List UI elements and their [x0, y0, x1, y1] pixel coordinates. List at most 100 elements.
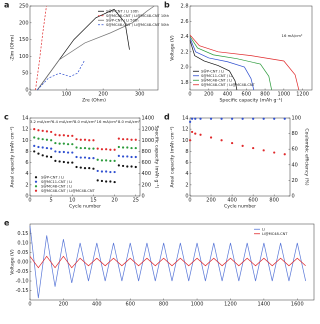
x-tick-label: 800 — [269, 198, 279, 204]
data-point — [37, 152, 40, 155]
data-point — [109, 159, 112, 162]
y-tick-label: 8 — [185, 149, 188, 155]
data-point — [37, 137, 40, 140]
x-tick-label: 300 — [135, 92, 145, 98]
data-point — [88, 139, 91, 142]
x-tick-label: 600 — [242, 92, 252, 98]
x-tick-label: 0 — [28, 92, 31, 98]
data-point — [41, 138, 44, 141]
data-point — [194, 132, 197, 135]
data-point — [117, 154, 120, 157]
y-tick-label: -0.10 — [16, 279, 29, 285]
legend-label: S@P-CNT / Li 50th — [106, 18, 139, 22]
panel-letter: e — [4, 219, 10, 228]
data-point — [121, 164, 125, 168]
data-point — [189, 120, 192, 123]
y-tick-label: 6 — [25, 160, 28, 166]
data-point — [33, 128, 36, 131]
data-line — [189, 40, 238, 91]
y-tick-label: 12 — [182, 127, 188, 133]
data-point — [273, 117, 276, 120]
x-tick-label: 200 — [59, 302, 69, 308]
y-tick-label: 6 — [185, 160, 188, 166]
data-point — [262, 117, 265, 120]
data-point — [79, 166, 82, 169]
y-tick-label: 14 — [22, 116, 28, 122]
x-axis-label: Cycle number — [69, 204, 101, 210]
y-tick-label: 0.05 — [17, 250, 28, 256]
y-tick-label: 2.8 — [181, 4, 189, 10]
panel-letter: a — [4, 1, 9, 10]
plot-frame — [189, 5, 313, 91]
y-tick-label: 2.6 — [181, 19, 189, 25]
y-axis-label: Voltage (V) — [10, 249, 16, 275]
data-point — [283, 153, 286, 156]
data-point — [130, 138, 133, 141]
y2-tick-label: 100 — [292, 116, 302, 122]
x-tick-label: 400 — [227, 198, 237, 204]
y-tick-label: 2.2 — [181, 49, 189, 55]
data-point — [121, 155, 125, 158]
y-axis-label: Areal capacity (mAh cm⁻²) — [170, 126, 176, 187]
data-line — [189, 37, 255, 91]
y-tick-label: 50 — [22, 71, 28, 77]
annotation: 16 mA/cm² — [282, 33, 303, 38]
data-point — [126, 165, 129, 168]
annotation: 3.2 mA/cm² — [30, 119, 53, 124]
data-point — [62, 134, 65, 137]
annotation: 6.4 mA/cm² — [52, 119, 75, 124]
x-tick-label: 1600 — [291, 302, 304, 308]
legend-label: S@MC48-CNT / Li — [41, 184, 72, 188]
data-point — [121, 146, 125, 149]
y-tick-label: 0 — [185, 194, 188, 200]
data-point — [283, 117, 286, 120]
x-tick-label: 400 — [92, 302, 102, 308]
legend-marker — [34, 185, 38, 188]
data-point — [71, 134, 74, 137]
data-point — [41, 129, 44, 132]
data-point — [100, 179, 104, 183]
data-point — [83, 156, 87, 159]
data-point — [75, 155, 78, 159]
plot-frame — [29, 117, 141, 197]
data-point — [113, 148, 116, 151]
y-tick-label: 2 — [185, 182, 188, 188]
y-tick-label: 200 — [19, 20, 29, 26]
legend-label: S@P-CNT / Li — [41, 175, 64, 179]
x-tick-label: 200 — [206, 198, 216, 204]
data-point — [220, 139, 223, 142]
data-point — [83, 138, 87, 141]
data-point — [231, 117, 234, 120]
y-tick-label: 100 — [19, 54, 29, 60]
data-point — [92, 147, 95, 150]
data-line — [29, 255, 306, 269]
data-point — [83, 146, 87, 150]
data-point — [66, 134, 70, 137]
data-point — [130, 146, 133, 150]
y2-tick-label: 200 — [142, 182, 152, 188]
x-tick-label: 800 — [159, 302, 169, 308]
data-point — [62, 150, 65, 154]
data-point — [113, 180, 116, 184]
data-point — [58, 134, 61, 137]
data-point — [252, 146, 255, 150]
y-tick-label: 1.8 — [181, 80, 189, 86]
data-point — [199, 117, 202, 120]
data-line — [189, 34, 300, 91]
panel-letter: d — [164, 113, 170, 122]
data-line — [37, 5, 155, 91]
data-point — [209, 117, 213, 120]
data-point — [54, 133, 57, 136]
data-point — [241, 117, 244, 120]
data-point — [58, 160, 61, 163]
y-tick-label: 2 — [25, 182, 28, 188]
x-tick-label: 1000 — [191, 302, 204, 308]
x-tick-label: 1200 — [224, 302, 237, 308]
plot-frame — [29, 5, 159, 91]
data-point — [62, 160, 65, 164]
legend-marker — [34, 189, 38, 192]
data-point — [109, 180, 112, 183]
data-point — [83, 167, 87, 170]
data-line — [37, 59, 86, 91]
